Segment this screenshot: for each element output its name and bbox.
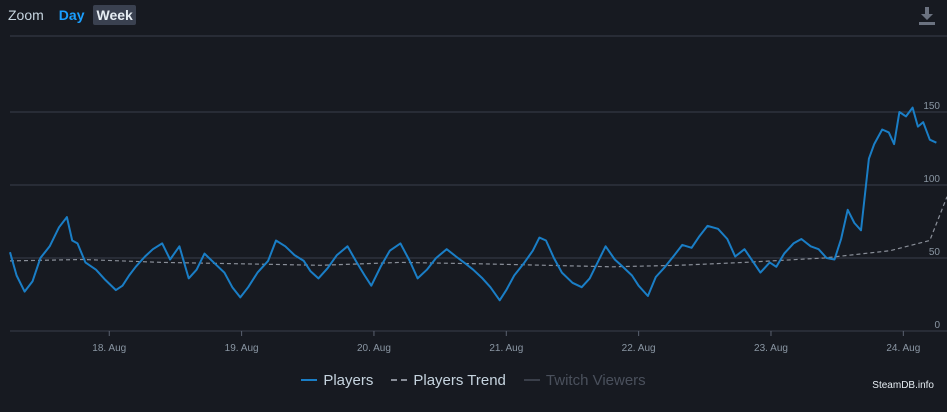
y-tick-label: 150 — [923, 101, 940, 112]
legend-label-twitch-viewers: Twitch Viewers — [545, 371, 646, 389]
steamdb-credit: SteamDB.info — [872, 380, 934, 391]
y-tick-labels: 0 50 100 150 — [923, 101, 940, 331]
legend-item-twitch-viewers[interactable]: Twitch Viewers — [523, 370, 646, 390]
players-line — [9, 106, 937, 302]
x-tick-label: 23. Aug — [754, 343, 788, 354]
x-tick-labels: 18. Aug 19. Aug 20. Aug 21. Aug 22. Aug 23. A… — [92, 331, 920, 354]
zoom-week-button[interactable]: Week — [93, 5, 136, 25]
twitch-viewers-swatch — [523, 379, 540, 381]
x-tick-label: 18. Aug — [92, 343, 126, 354]
legend-item-players-trend[interactable]: Players Trend — [391, 370, 506, 390]
legend-label-players: Players — [323, 371, 374, 389]
zoom-day-button[interactable]: Day — [58, 7, 85, 23]
players-swatch — [301, 379, 318, 381]
players-trend-swatch — [391, 379, 408, 381]
x-tick-label: 24. Aug — [886, 343, 920, 354]
x-tick-label: 22. Aug — [622, 343, 656, 354]
legend: Players Players Trend Twitch Viewers — [0, 370, 947, 390]
players-trend-line — [9, 196, 947, 268]
y-tick-label: 50 — [929, 247, 941, 258]
y-tick-label: 0 — [934, 320, 940, 331]
grid-lines — [10, 35, 947, 332]
series-lines — [9, 106, 947, 302]
zoom-bar: Zoom Day Week — [8, 5, 136, 25]
zoom-label: Zoom — [8, 7, 44, 23]
x-tick-label: 20. Aug — [357, 343, 391, 354]
legend-item-players[interactable]: Players — [301, 370, 373, 390]
x-tick-label: 21. Aug — [489, 343, 523, 354]
legend-label-players-trend: Players Trend — [413, 371, 506, 389]
x-tick-label: 19. Aug — [225, 343, 259, 354]
download-icon[interactable] — [918, 6, 936, 26]
y-tick-label: 100 — [923, 174, 940, 185]
